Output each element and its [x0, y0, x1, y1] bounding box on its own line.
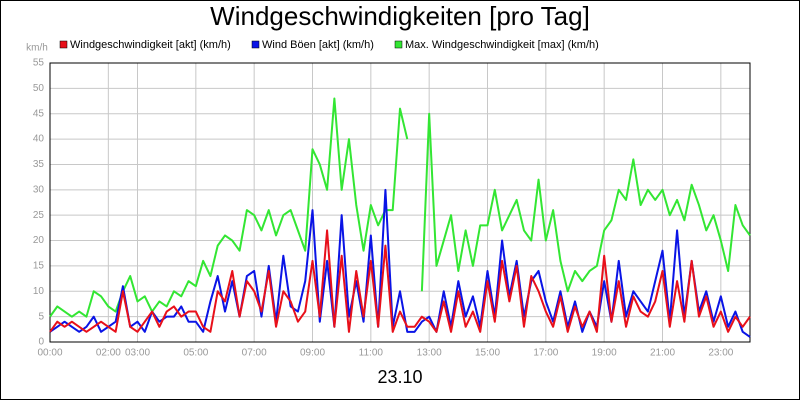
- x-axis-label: 23.10: [377, 367, 422, 387]
- y-unit: km/h: [26, 43, 48, 54]
- x-tick-label: 09:00: [300, 348, 325, 359]
- y-tick-label: 45: [33, 108, 45, 119]
- legend-label: Wind Böen [akt] (km/h): [262, 39, 374, 51]
- y-tick-label: 10: [33, 286, 45, 297]
- legend-label: Windgeschwindigkeit [akt] (km/h): [70, 39, 231, 51]
- x-tick-label: 13:00: [417, 348, 442, 359]
- series-line: [49, 188, 751, 338]
- x-tick-label: 21:00: [650, 348, 675, 359]
- y-tick-label: 50: [33, 83, 45, 94]
- series-line: [49, 229, 751, 333]
- y-tick-label: 30: [33, 184, 45, 195]
- y-tick-label: 5: [38, 311, 44, 322]
- x-tick-label: 23:00: [708, 348, 733, 359]
- x-tick-label: 17:00: [533, 348, 558, 359]
- y-tick-label: 55: [33, 58, 45, 69]
- y-tick-label: 25: [33, 210, 45, 221]
- x-tick-label: 03:00: [125, 348, 150, 359]
- legend-swatch: [251, 40, 260, 49]
- chart-title: Windgeschwindigkeiten [pro Tag]: [210, 1, 590, 31]
- x-tick-label: 00:00: [37, 348, 62, 359]
- x-tick-label: 05:00: [183, 348, 208, 359]
- x-tick-label: 11:00: [359, 348, 384, 359]
- x-tick-label: 07:00: [242, 348, 267, 359]
- plot-area: [50, 63, 750, 342]
- y-tick-label: 15: [33, 261, 45, 272]
- y-tick-label: 40: [33, 134, 45, 145]
- x-tick-label: 15:00: [475, 348, 500, 359]
- x-tick-label: 19:00: [592, 348, 617, 359]
- x-tick-label: 02:00: [96, 348, 121, 359]
- plot-border: [49, 62, 751, 343]
- legend-swatch: [59, 40, 68, 49]
- y-tick-label: 20: [33, 235, 45, 246]
- legend-swatch: [394, 40, 403, 49]
- series-line: [49, 97, 751, 318]
- y-tick-label: 35: [33, 159, 45, 170]
- y-tick-label: 0: [38, 337, 44, 348]
- legend-label: Max. Windgeschwindigkeit [max] (km/h): [405, 39, 599, 51]
